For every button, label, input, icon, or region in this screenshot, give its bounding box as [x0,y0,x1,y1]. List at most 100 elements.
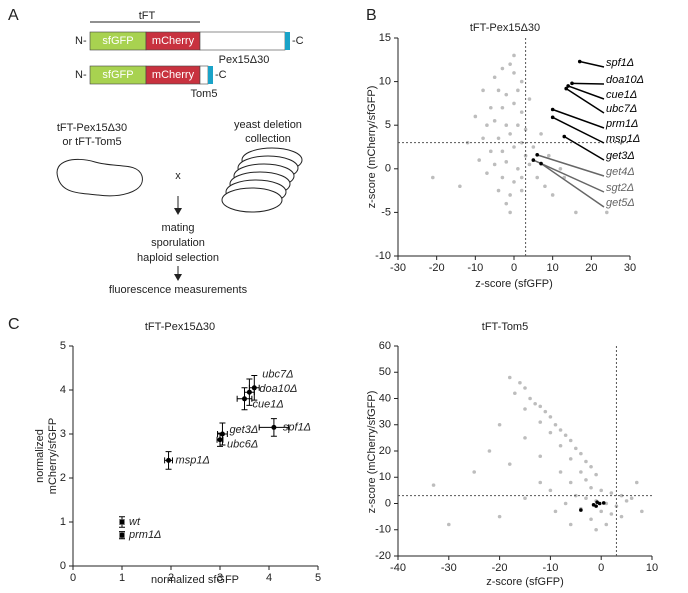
point [477,158,482,162]
point [519,110,524,114]
chart-title: tFT-Tom5 [482,321,528,333]
point [584,459,588,464]
point-label: ubc6Δ [227,439,258,451]
leader-line [579,60,605,68]
point-label: ubc7Δ [606,103,637,115]
point [563,433,568,438]
tm-box [208,66,213,84]
target-box [199,65,209,85]
point [512,101,516,106]
y-tick-label: 0 [385,163,391,175]
cross-symbol: x [175,170,181,182]
point-label: doa10Δ [606,74,644,86]
point-label: doa10Δ [259,383,297,395]
point [558,443,563,448]
point [500,175,505,180]
point [594,527,598,532]
tm-box [285,32,290,50]
point [217,437,223,443]
y-tick-label: 5 [385,119,391,131]
arrow-head [174,274,182,281]
c-term: -C [292,35,304,47]
point [550,107,555,112]
leader-line [567,85,605,100]
y-tick-label: 15 [379,32,391,44]
y-tick-label: -10 [375,250,391,262]
y-tick-label: 40 [379,392,391,404]
point [548,488,553,493]
point [219,431,225,437]
point-label: sgt2Δ [606,182,634,194]
library-label: yeast deletion [234,119,302,131]
point [500,149,505,154]
point [508,132,512,136]
y-tick-label: 60 [379,340,391,352]
point [473,114,478,119]
point [516,167,520,171]
point [568,438,573,443]
point [246,389,252,395]
panel-label: B [366,7,377,24]
point [512,145,516,149]
point [472,470,477,474]
point [504,201,509,206]
x-tick-label: 2 [168,572,174,584]
point [516,88,520,93]
point [487,449,492,453]
point [497,422,502,427]
x-tick-label: 0 [598,562,604,574]
point [492,119,497,123]
point [431,175,435,180]
chart-title: tFT-Pex15Δ30 [145,321,215,333]
point [519,140,524,145]
point [519,79,524,84]
point-label: get3Δ [229,424,258,436]
point [609,491,614,495]
x-tick-label: -20 [492,562,508,574]
point-label: ubc7Δ [262,369,293,381]
point [543,184,547,189]
point-label: spf1Δ [283,421,311,433]
point [512,71,516,75]
point [518,380,522,385]
point [562,134,567,139]
leader-line [571,82,605,85]
point-label: msp1Δ [176,454,210,466]
point [504,160,509,164]
y-tick-label: 1 [60,516,66,528]
cherry-label: mCherry [152,35,195,47]
y-axis-label: mCherry/sfGFP [47,418,59,494]
y-tick-label: 10 [379,471,391,483]
point [271,424,277,430]
y-tick-label: 30 [379,419,391,431]
point [624,499,629,503]
step-label: sporulation [151,237,205,249]
point [597,501,602,506]
n-term: N- [75,35,87,47]
point-label: get5Δ [606,197,635,209]
point [563,501,568,506]
point [553,422,558,427]
panel-label: C [8,316,20,333]
point-label: wt [129,516,141,528]
point-label: prm1Δ [128,529,161,541]
x-tick-label: -10 [542,562,558,574]
point [485,171,489,175]
point [531,145,536,149]
point [431,483,436,487]
leader-line [533,159,605,193]
point [251,385,257,391]
point [516,123,520,127]
result-label: fluorescence measurements [109,284,248,296]
x-tick-label: -40 [390,562,406,574]
point [584,496,588,501]
point [568,480,573,485]
point [619,493,624,498]
leader-line [565,87,605,114]
point [492,162,497,167]
chart-title: tFT-Pex15Δ30 [470,22,540,34]
point [538,480,543,485]
point [538,404,543,409]
point [507,462,512,466]
